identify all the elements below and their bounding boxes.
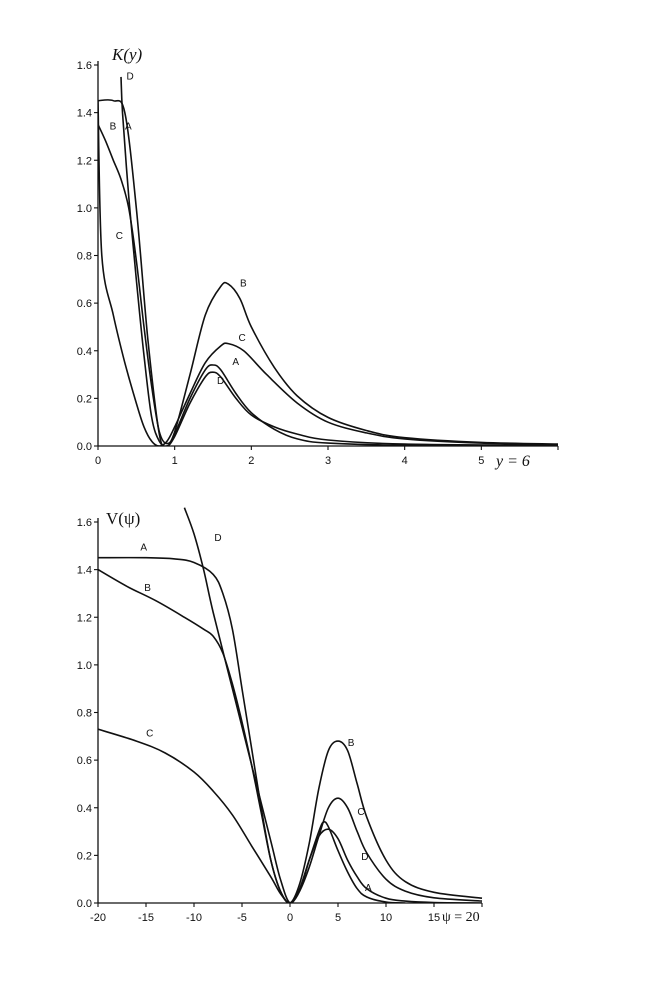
v-series-c bbox=[98, 728, 483, 903]
v-x-tick-label: -5 bbox=[237, 912, 247, 924]
v-x-tick-label: 15 bbox=[428, 912, 440, 924]
v-x-tick-label: -20 bbox=[90, 912, 106, 924]
k-y-tick-label: 0.8 bbox=[77, 251, 92, 263]
k-y-tick-label: 0.6 bbox=[77, 298, 92, 310]
v-y-tick-label: 1.4 bbox=[77, 565, 92, 577]
k-x-tick-label: 4 bbox=[402, 455, 408, 467]
v-y-tick-label: 0.0 bbox=[77, 898, 92, 910]
v-series-label-b: B bbox=[348, 738, 355, 749]
k-y-tick-label: 1.6 bbox=[77, 60, 92, 72]
v-x-axis-label: ψ = 20 bbox=[442, 910, 480, 925]
k-y-tick-label: 1.4 bbox=[77, 108, 92, 120]
v-y-tick-label: 1.2 bbox=[77, 612, 92, 624]
k-y-tick-label: 0.4 bbox=[77, 346, 92, 358]
k-x-tick-label: 5 bbox=[478, 455, 484, 467]
k-series-c bbox=[98, 100, 559, 446]
v-series-label-d: D bbox=[214, 533, 221, 544]
v-series-label-a: A bbox=[365, 883, 372, 894]
k-series-label-d: D bbox=[217, 376, 224, 387]
k-series-label-b: B bbox=[110, 121, 117, 132]
k-x-axis-label: y = 6 bbox=[494, 453, 530, 470]
k-series-b bbox=[98, 124, 559, 445]
v-x-tick-label: 0 bbox=[287, 912, 293, 924]
k-series-d bbox=[120, 76, 559, 446]
v-series-label-c: C bbox=[146, 728, 153, 739]
v-x-tick-label: -15 bbox=[138, 912, 154, 924]
k-series-label-d: D bbox=[127, 71, 134, 82]
k-x-tick-label: 1 bbox=[172, 455, 178, 467]
v-y-tick-label: 1.0 bbox=[77, 660, 92, 672]
v-series-label-a: A bbox=[140, 543, 147, 554]
v-y-tick-label: 0.2 bbox=[77, 850, 92, 862]
v-x-tick-label: -10 bbox=[186, 912, 202, 924]
v-series-label-d: D bbox=[361, 852, 368, 863]
k-x-tick-label: 2 bbox=[248, 455, 254, 467]
k-series-label-c: C bbox=[238, 333, 245, 344]
k-y-tick-label: 1.0 bbox=[77, 203, 92, 215]
v-y-tick-label: 0.4 bbox=[77, 803, 92, 815]
v-x-tick-label: 10 bbox=[380, 912, 392, 924]
v-y-axis-label: V(ψ) bbox=[106, 509, 140, 528]
k-y-tick-label: 1.2 bbox=[77, 155, 92, 167]
v-series-a bbox=[98, 556, 406, 903]
k-y-tick-label: 0.2 bbox=[77, 393, 92, 405]
v-x-tick-label: 5 bbox=[335, 912, 341, 924]
k-series-label-b: B bbox=[240, 278, 247, 289]
v-y-tick-label: 0.6 bbox=[77, 755, 92, 767]
v-series-label-c: C bbox=[357, 807, 364, 818]
k-series-label-a: A bbox=[232, 357, 239, 368]
k-y-axis-label: K(y) bbox=[111, 45, 143, 64]
k-series-label-c: C bbox=[116, 231, 123, 242]
v-series-label-b: B bbox=[144, 583, 151, 594]
v-series-d bbox=[183, 507, 483, 903]
v-series-b bbox=[98, 568, 483, 903]
k-x-tick-label: 0 bbox=[95, 455, 101, 467]
v-y-tick-label: 1.6 bbox=[77, 517, 92, 529]
k-series-a bbox=[98, 99, 559, 446]
k-y-tick-label: 0.0 bbox=[77, 441, 92, 453]
k-x-tick-label: 3 bbox=[325, 455, 331, 467]
k-series-label-a: A bbox=[125, 121, 132, 132]
v-y-tick-label: 0.8 bbox=[77, 708, 92, 720]
